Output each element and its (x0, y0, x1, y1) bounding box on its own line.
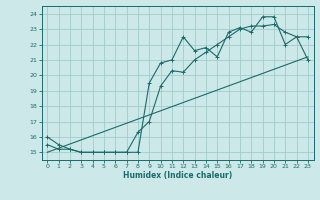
X-axis label: Humidex (Indice chaleur): Humidex (Indice chaleur) (123, 171, 232, 180)
